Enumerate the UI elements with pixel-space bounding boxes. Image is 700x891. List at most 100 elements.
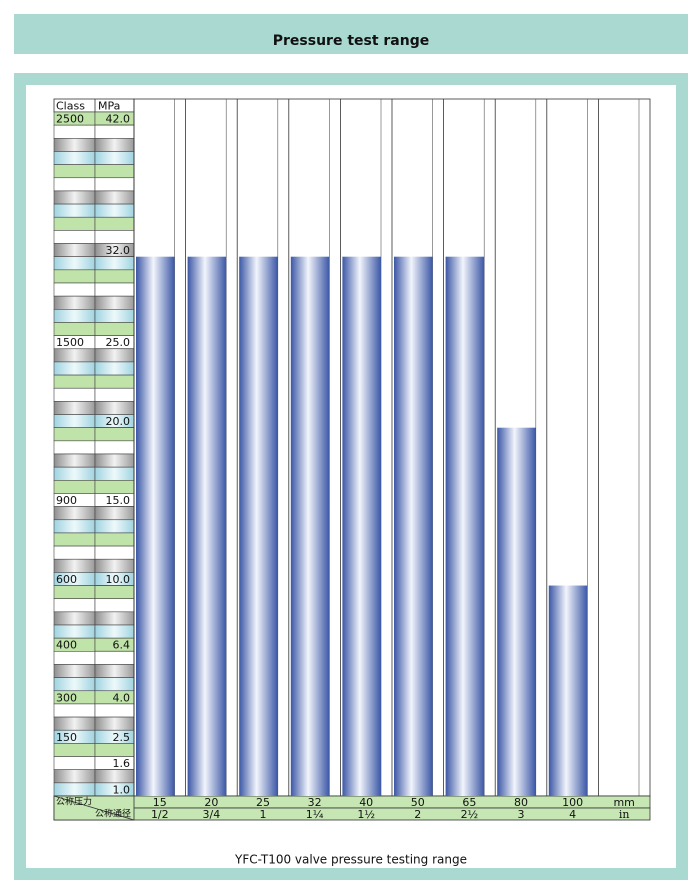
- axis-row: [94, 651, 135, 665]
- axis-row: [94, 624, 135, 639]
- x2-tick-label: 3: [518, 808, 525, 821]
- axis-row: [94, 427, 135, 442]
- axis-row: [94, 164, 135, 179]
- x-tick-label: 25: [256, 796, 270, 809]
- axis-row: [53, 703, 96, 718]
- y-header: MPa: [98, 100, 120, 113]
- axis-row: [94, 743, 135, 757]
- axis-row: [53, 466, 96, 481]
- axis-row: [94, 769, 135, 784]
- axis-row: [53, 282, 96, 297]
- axis-row: [53, 585, 96, 599]
- y-tick-label: 20.0: [106, 415, 131, 428]
- x-row: [53, 795, 651, 809]
- bar: [497, 427, 536, 796]
- axis-row: [94, 401, 135, 415]
- x-tick-label: 15: [153, 796, 167, 809]
- y-tick-label: 1.0: [113, 783, 131, 796]
- axis-row: [53, 138, 96, 152]
- axis-row: [53, 545, 96, 560]
- axis-row: [53, 624, 96, 639]
- x-label-diagonal: [53, 795, 135, 821]
- axis-row: [53, 177, 96, 192]
- axis-row: [94, 664, 135, 678]
- axis-row: [53, 414, 96, 428]
- axis-row: [53, 440, 96, 455]
- axis-row: [94, 309, 135, 323]
- axis-row: [53, 519, 96, 534]
- x-tick-label: 40: [359, 796, 373, 809]
- bar: [394, 256, 433, 796]
- bar: [445, 256, 485, 796]
- axis-row: [94, 256, 135, 271]
- axis-row: [53, 532, 96, 547]
- axis-row: [94, 519, 135, 534]
- axis-row: [94, 138, 135, 152]
- x-unit: mm: [613, 796, 634, 809]
- axis-row: [53, 124, 96, 139]
- axis-row: [53, 664, 96, 678]
- axis-row: [53, 782, 96, 797]
- x-tick-label: 50: [411, 796, 425, 809]
- axis-row: [94, 190, 135, 205]
- axis-row: [53, 756, 96, 770]
- axis-row: [94, 532, 135, 547]
- axis-row: [53, 480, 96, 494]
- bar: [187, 256, 227, 796]
- axis-row: [94, 387, 135, 402]
- axis-row: [94, 716, 135, 731]
- axis-row: [53, 361, 96, 376]
- axis-row: [53, 322, 96, 336]
- axis-row: [53, 269, 96, 284]
- axis-row: [53, 216, 96, 231]
- axis-row: [94, 598, 135, 613]
- axis-row: [53, 374, 96, 389]
- y-tick-label: 6.4: [113, 639, 131, 652]
- axis-row: [53, 769, 96, 784]
- axis-row: [53, 453, 96, 468]
- y-tick-label: 15.0: [106, 494, 131, 507]
- axis-row: [94, 177, 135, 192]
- y-tick-label: 32.0: [106, 244, 131, 257]
- x2-tick-label: 1/2: [151, 808, 169, 821]
- x2-tick-label: 2: [414, 808, 421, 821]
- x-tick-label: 80: [514, 796, 528, 809]
- x2-tick-label: 2½: [461, 808, 479, 821]
- axis-row: [94, 348, 135, 363]
- x2-axis-label: 公称通径: [95, 808, 131, 820]
- axis-row: [53, 151, 96, 165]
- class-label: 2500: [56, 113, 84, 126]
- y-tick-label: 10.0: [106, 573, 131, 586]
- x-axis-label: 公称压力: [56, 796, 92, 808]
- x-tick-label: 32: [308, 796, 322, 809]
- axis-row: [94, 151, 135, 165]
- title: Pressure test range: [273, 33, 430, 49]
- x2-tick-label: 4: [569, 808, 576, 821]
- x-row: [53, 807, 651, 821]
- x2-unit: in: [619, 808, 630, 821]
- axis-row: [53, 164, 96, 179]
- axis-row: [53, 190, 96, 205]
- y-tick-label: 4.0: [113, 691, 131, 704]
- axis-row: [53, 387, 96, 402]
- title-bar: [14, 14, 688, 54]
- class-label: 400: [56, 639, 77, 652]
- bar: [136, 256, 175, 796]
- x2-tick-label: 1½: [357, 808, 375, 821]
- axis-row: [53, 558, 96, 573]
- class-label: 1500: [56, 336, 84, 349]
- bar: [239, 256, 278, 796]
- y-tick-label: 2.5: [113, 731, 131, 744]
- axis-row: [53, 651, 96, 665]
- axis-row: [94, 269, 135, 284]
- x2-tick-label: 1: [260, 808, 267, 821]
- axis-row: [94, 322, 135, 336]
- axis-row: [53, 401, 96, 415]
- x-tick-label: 20: [204, 796, 218, 809]
- axis-row: [94, 453, 135, 468]
- y-tick-label: 25.0: [106, 336, 131, 349]
- class-label: 900: [56, 494, 77, 507]
- x2-tick-label: 3/4: [203, 808, 221, 821]
